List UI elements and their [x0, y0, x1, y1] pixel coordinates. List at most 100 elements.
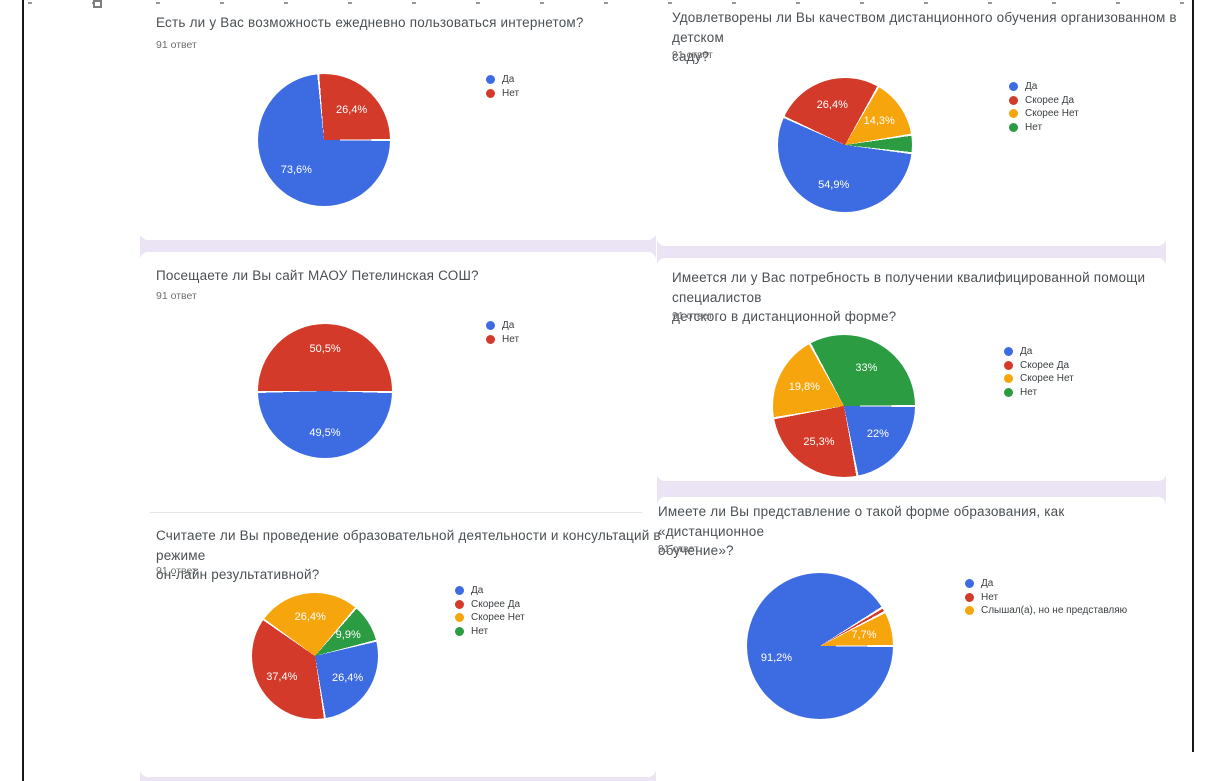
legend-item: Скорее Нет: [455, 611, 525, 625]
legend-color-dot: [965, 592, 974, 602]
chart-title-line: Есть ли у Вас возможность ежедневно поль…: [156, 15, 584, 30]
chart-title-line: Посещаете ли Вы сайт МАОУ Петелинская СО…: [156, 268, 479, 283]
pie-slice-label: 19,8%: [788, 380, 820, 393]
chart-legend: Да Скорее Да Скорее Нет Нет: [1004, 345, 1074, 399]
pie-chart: 49,5% 50,5%: [258, 324, 392, 458]
legend-label: Скорее Нет: [1020, 373, 1074, 385]
chart-title: Есть ли у Вас возможность ежедневно поль…: [156, 13, 676, 33]
pie-slice-label: 7,7%: [851, 629, 877, 642]
legend-item: Нет: [1009, 121, 1079, 135]
pie-slice-label: 33%: [855, 362, 878, 375]
legend-label: Да: [471, 585, 484, 597]
response-card: [657, 0, 1166, 246]
responses-count: 91 ответ: [156, 39, 197, 51]
legend-color-dot: [486, 75, 495, 85]
legend-label: Скорее Нет: [1025, 108, 1079, 120]
legend-color-dot: [965, 606, 974, 616]
chart-legend: Да Скорее Да Скорее Нет Нет: [455, 584, 525, 638]
chart-title-line: Имеется ли у Вас потребность в получении…: [672, 270, 1146, 305]
pie-slice-label: 22%: [866, 428, 889, 441]
legend-item: Да: [486, 319, 519, 333]
pie-slice-label: 54,9%: [818, 178, 850, 191]
legend-item: Скорее Да: [1004, 359, 1074, 373]
legend-label: Да: [1020, 346, 1033, 358]
pie-slice-label: 50,5%: [309, 343, 341, 356]
pie-slice-label: 37,4%: [266, 670, 298, 683]
legend-color-dot: [1009, 82, 1018, 92]
pie-slice-label: 49,5%: [309, 426, 341, 439]
responses-count: 91 ответ: [658, 543, 699, 555]
legend-item: Скорее Да: [1009, 94, 1079, 108]
legend-item: Слышал(а), но не представляю: [965, 604, 1127, 618]
legend-label: Нет: [502, 87, 520, 99]
pie-chart: 22% 25,3% 19,8% 33%: [773, 335, 915, 477]
pie-slice-label: 91,2%: [760, 652, 793, 665]
legend-item: Нет: [965, 591, 1127, 605]
responses-count: 91 ответ: [156, 290, 197, 302]
legend-color-dot: [455, 599, 464, 609]
pie-slice-label: 26,4%: [294, 611, 326, 624]
pie-slice-label: 26,4%: [336, 103, 368, 116]
legend-item: Да: [1009, 80, 1079, 94]
pie-slice-label: 26,4%: [331, 671, 364, 684]
chart-legend: Да Нет: [486, 73, 519, 100]
legend-item: Скорее Да: [455, 598, 525, 612]
legend-label: Скорее Да: [1025, 94, 1075, 106]
pie-chart: 73,6% 26,4%: [258, 74, 390, 206]
chart-title-line: Считаете ли Вы проведение образовательно…: [156, 528, 661, 563]
legend-color-dot: [1004, 347, 1013, 357]
chart-legend: Да Скорее Да Скорее Нет Нет: [1009, 80, 1079, 134]
legend-label: Скорее Нет: [471, 612, 525, 624]
legend-color-dot: [1009, 109, 1018, 119]
legend-item: Нет: [486, 87, 519, 101]
legend-label: Нет: [471, 625, 489, 637]
chart-title: Считаете ли Вы проведение образовательно…: [156, 526, 696, 585]
legend-item: Нет: [486, 333, 519, 347]
chart-title: Имеете ли Вы представление о такой форме…: [658, 502, 1168, 561]
pie-chart: 54,9% 26,4% 14,3%: [778, 78, 912, 212]
chart-title: Посещаете ли Вы сайт МАОУ Петелинская СО…: [156, 266, 676, 286]
responses-count: 91 ответ: [156, 565, 197, 577]
legend-item: Да: [455, 584, 525, 598]
chart-title: Удовлетворены ли Вы качеством дистанцион…: [672, 8, 1208, 67]
legend-color-dot: [455, 586, 464, 596]
responses-count: 91 ответ: [672, 49, 713, 61]
legend-color-dot: [1009, 95, 1018, 105]
legend-color-dot: [455, 626, 464, 636]
table-border-right: [1192, 0, 1194, 752]
legend-label: Нет: [981, 591, 999, 603]
legend-item: Скорее Нет: [1009, 107, 1079, 121]
chart-title-line: саду?: [672, 49, 710, 64]
selection-handle[interactable]: [93, 0, 102, 8]
legend-label: Нет: [1020, 386, 1038, 398]
chart-title-line: Удовлетворены ли Вы качеством дистанцион…: [672, 10, 1177, 45]
pie-slice-label: 26,4%: [816, 99, 848, 112]
legend-item: Скорее Нет: [1004, 372, 1074, 386]
legend-color-dot: [1009, 122, 1018, 132]
legend-color-dot: [1004, 387, 1013, 397]
responses-count: 91 ответ: [672, 310, 713, 322]
legend-color-dot: [1004, 360, 1013, 370]
pie-slice-label: 9,9%: [335, 629, 361, 642]
response-card: [140, 252, 656, 777]
table-border-left: [22, 0, 24, 781]
legend-item: Да: [965, 577, 1127, 591]
legend-item: Да: [486, 73, 519, 87]
legend-color-dot: [486, 88, 495, 98]
legend-color-dot: [965, 579, 974, 589]
legend-label: Да: [1025, 81, 1038, 93]
legend-label: Нет: [502, 333, 520, 345]
question-divider: [150, 512, 642, 513]
response-card: [657, 258, 1166, 481]
pie-slice-label: 25,3%: [803, 436, 835, 449]
legend-label: Слышал(а), но не представляю: [981, 605, 1128, 617]
pie-chart: 91,2% 7,7%: [747, 573, 893, 719]
response-card: [140, 0, 656, 240]
response-card: [657, 497, 1166, 781]
legend-color-dot: [455, 613, 464, 623]
legend-label: Да: [502, 320, 515, 332]
pie-slice-label: 14,3%: [863, 115, 895, 128]
legend-label: Да: [502, 74, 515, 86]
pie-chart: 26,4% 37,4% 26,4% 9,9%: [252, 593, 378, 719]
chart-title-line: обучение»?: [658, 543, 734, 558]
